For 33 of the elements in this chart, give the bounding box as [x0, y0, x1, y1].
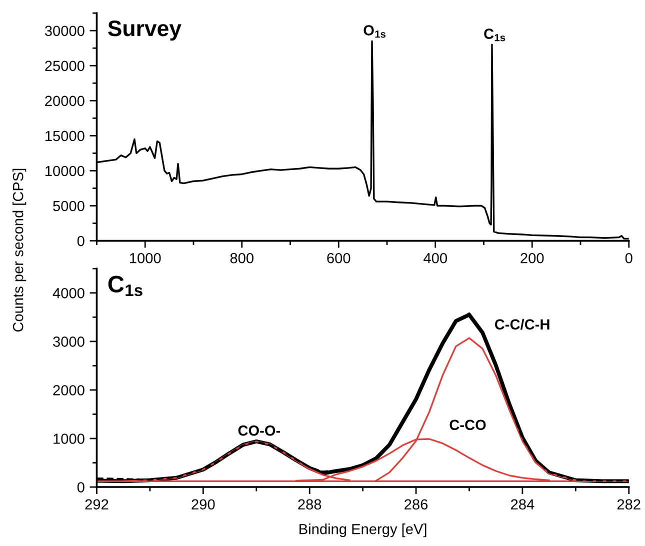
y-axis-title: Counts per second [CPS] [12, 168, 26, 332]
annotation: C-C/C-H [494, 318, 550, 330]
x-tick-label: 282 [617, 499, 640, 510]
y-tick-label: 1000 [54, 434, 84, 444]
x-tick-label: 1000 [130, 252, 161, 264]
annotation: Survey [108, 20, 182, 41]
y-tick-label: 3000 [53, 336, 84, 347]
y-tick-label: 10000 [46, 166, 84, 176]
annotation: C$_{1s}$ [108, 276, 142, 296]
y-tick-label: 2000 [53, 385, 84, 396]
annotation: O$_{1s}$ [364, 25, 386, 38]
x-tick-label: 290 [192, 499, 215, 510]
annotation: CO-O- [238, 425, 280, 436]
y-tick-label: 5000 [53, 200, 84, 212]
x-tick-label: 0 [625, 252, 632, 264]
y-tick-label: 25000 [45, 60, 84, 72]
y-tick-label: 4000 [52, 288, 84, 298]
y-tick-label: 20000 [45, 96, 84, 106]
x-tick-label: 286 [404, 499, 428, 510]
x-tick-label: 292 [85, 499, 108, 510]
y-tick-label: 30000 [44, 26, 84, 36]
x-axis-title: Binding Energy [eV] [300, 524, 426, 538]
x-tick-label: 600 [327, 252, 350, 264]
annotation: C$_{1s}$ [484, 28, 506, 42]
x-tick-label: 800 [230, 252, 254, 264]
x-tick-label: 284 [511, 499, 534, 510]
y-tick-label: 0 [77, 482, 84, 492]
annotation: C-CO [450, 420, 486, 430]
y-tick-label: 0 [77, 236, 84, 246]
y-tick-label: 15000 [46, 130, 84, 142]
x-tick-label: 288 [298, 499, 322, 510]
x-tick-label: 200 [520, 252, 544, 264]
x-tick-label: 400 [424, 252, 447, 264]
